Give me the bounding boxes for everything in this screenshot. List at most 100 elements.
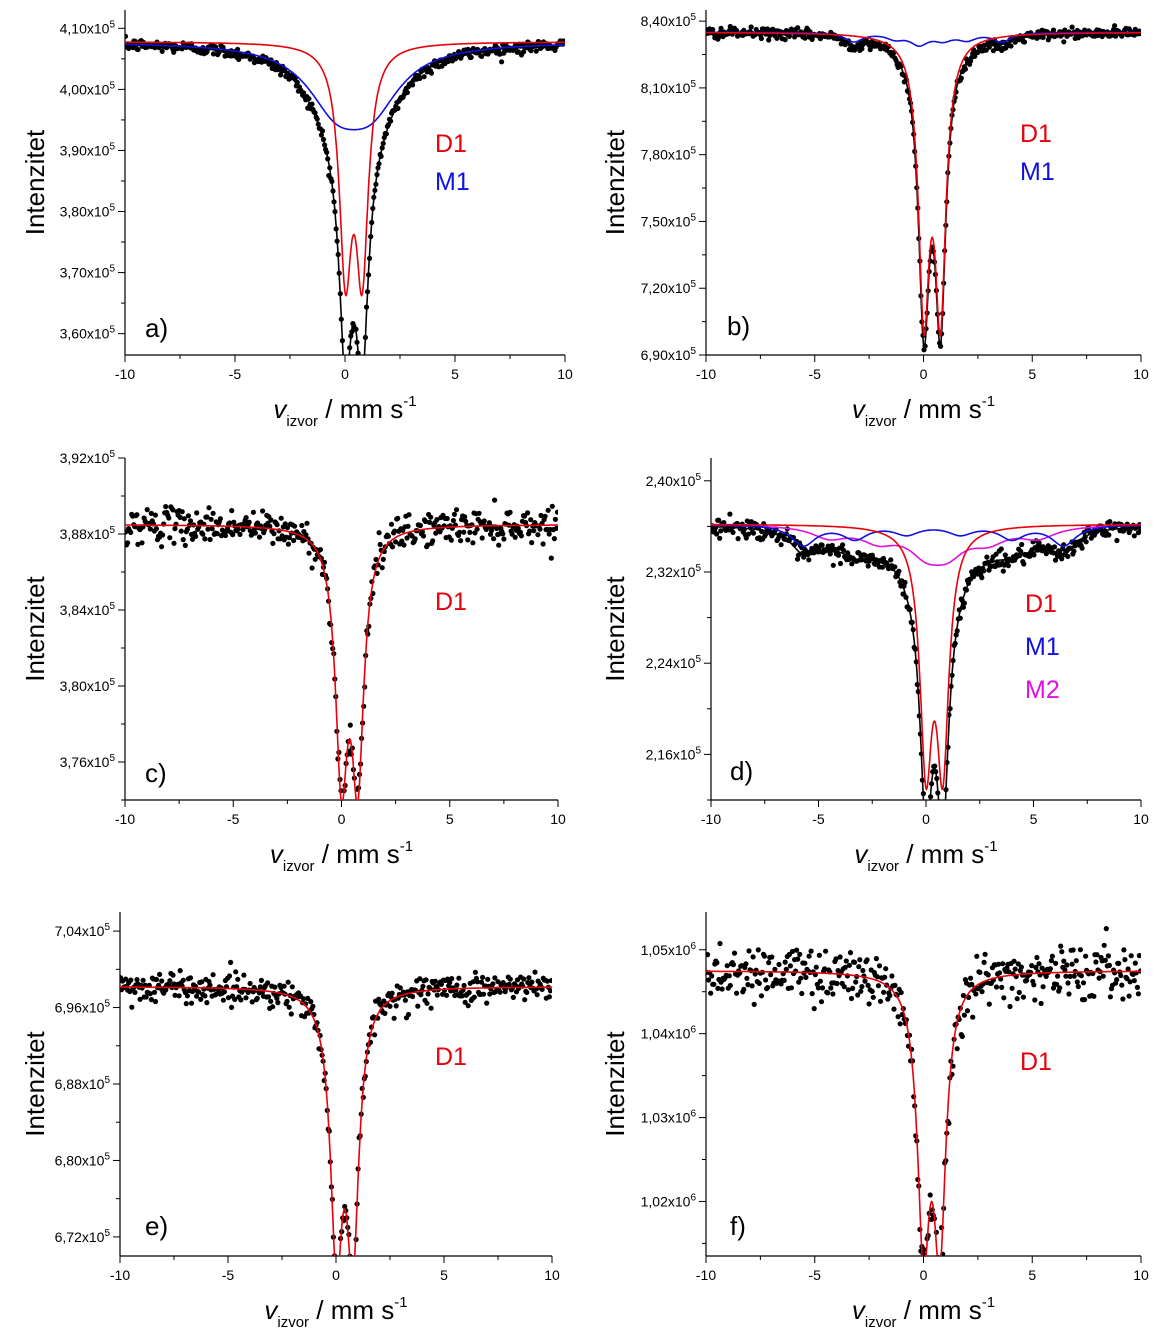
data-point xyxy=(310,1003,316,1009)
data-point xyxy=(286,1004,292,1010)
data-point xyxy=(490,981,496,987)
data-point xyxy=(1134,984,1140,991)
data-point xyxy=(1118,972,1124,979)
data-point xyxy=(373,556,379,563)
x-tick-label: -10 xyxy=(115,366,135,382)
data-point xyxy=(521,976,527,982)
y-tick-label: 8,40x105 xyxy=(641,12,697,29)
x-tick-label: 5 xyxy=(446,811,454,827)
data-point xyxy=(425,991,431,997)
data-point xyxy=(226,973,233,979)
data-point xyxy=(395,515,401,522)
data-point xyxy=(535,532,541,538)
data-point xyxy=(867,47,873,53)
data-point xyxy=(180,977,186,983)
data-point xyxy=(428,70,434,76)
y-tick-label: 6,88x105 xyxy=(55,1075,111,1092)
data-point xyxy=(492,975,498,981)
data-point xyxy=(525,510,531,516)
data-point xyxy=(418,992,424,998)
data-point xyxy=(177,514,183,521)
data-point xyxy=(518,533,525,539)
data-point xyxy=(892,982,898,989)
data-point xyxy=(819,985,826,991)
data-point xyxy=(1018,548,1024,555)
data-point xyxy=(898,989,904,996)
data-point xyxy=(553,525,558,531)
data-point xyxy=(200,531,206,537)
data-point xyxy=(794,556,801,562)
component-curve-d1 xyxy=(120,986,552,1256)
data-point xyxy=(1036,540,1042,546)
x-tick-label: -5 xyxy=(809,1267,822,1283)
data-point xyxy=(358,372,363,377)
data-point xyxy=(376,996,382,1002)
data-point xyxy=(448,537,454,543)
data-point xyxy=(285,541,291,547)
data-point xyxy=(1119,982,1125,988)
data-point xyxy=(547,988,552,994)
data-point xyxy=(827,551,833,557)
data-point xyxy=(160,532,166,538)
y-tick-label: 2,24x105 xyxy=(646,654,702,671)
component-curve-d1 xyxy=(711,523,1141,792)
data-point xyxy=(870,994,876,1000)
data-point xyxy=(837,954,843,960)
data-point xyxy=(853,979,859,985)
panel-label: d) xyxy=(730,756,753,786)
x-tick-label: -10 xyxy=(110,1267,130,1283)
y-tick-label: 2,32x105 xyxy=(646,563,702,580)
x-axis-title: vizvor / mm s-1 xyxy=(273,393,416,430)
chart-panel-1: -10 -5 0 5 10 3,60x105 3,70x105 3,80x105 3,90x10… xyxy=(20,10,573,430)
data-point xyxy=(1121,947,1127,953)
legend-label-m1: M1 xyxy=(435,168,470,196)
data-point xyxy=(424,1000,430,1006)
data-point xyxy=(795,956,801,962)
data-point xyxy=(510,994,516,1001)
data-point xyxy=(308,999,314,1005)
data-point xyxy=(817,978,824,984)
data-point xyxy=(748,968,754,974)
data-point xyxy=(151,989,158,995)
data-point xyxy=(888,557,894,563)
data-point xyxy=(848,995,855,1002)
data-point xyxy=(829,542,835,549)
data-point xyxy=(254,995,260,1001)
data-point xyxy=(184,526,190,532)
data-point xyxy=(816,952,823,958)
data-point xyxy=(896,568,902,574)
data-point xyxy=(937,812,942,817)
data-point xyxy=(1114,977,1120,983)
data-point xyxy=(1080,980,1087,986)
data-point xyxy=(148,997,154,1003)
data-point xyxy=(552,516,558,522)
data-point xyxy=(1132,26,1138,32)
data-point xyxy=(423,977,429,983)
x-tick-label: 10 xyxy=(550,811,566,827)
data-point xyxy=(1132,960,1138,966)
data-point xyxy=(717,535,723,541)
component-curve-m1 xyxy=(125,43,565,131)
data-point xyxy=(1050,27,1057,33)
data-point xyxy=(357,358,362,363)
x-axis-title: vizvor / mm s-1 xyxy=(852,393,995,430)
data-point xyxy=(193,533,199,540)
data-point xyxy=(289,984,295,990)
data-point xyxy=(964,1008,971,1014)
data-point xyxy=(206,505,212,511)
data-point xyxy=(942,809,947,814)
data-point xyxy=(776,961,782,968)
data-point xyxy=(850,985,856,992)
data-point xyxy=(1031,552,1037,558)
data-point xyxy=(152,998,159,1005)
y-tick-label: 7,04x105 xyxy=(55,922,111,939)
data-point xyxy=(1127,979,1133,985)
data-point xyxy=(494,525,500,532)
data-point xyxy=(1100,973,1106,979)
data-point xyxy=(734,990,740,996)
data-point xyxy=(915,1176,921,1183)
data-point xyxy=(1075,983,1081,990)
data-point xyxy=(270,1004,276,1010)
data-point xyxy=(225,995,232,1001)
data-point xyxy=(998,546,1004,552)
